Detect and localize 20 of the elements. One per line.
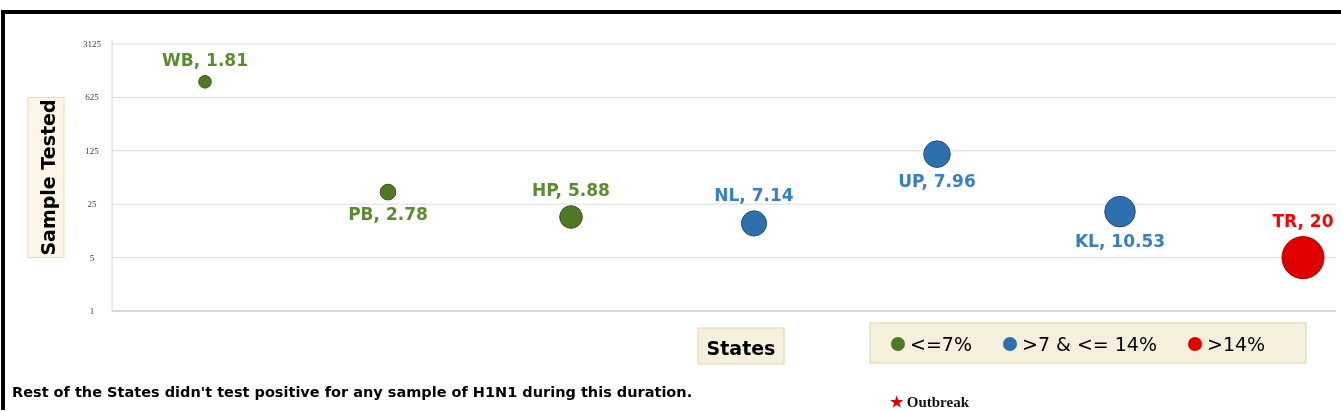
- y-tick-label: 625: [85, 92, 100, 103]
- legend-label: <=7%: [910, 333, 972, 355]
- x-axis-title: States: [706, 337, 776, 359]
- annotation: UP, 7.96: [898, 171, 976, 192]
- legend-label: >7 & <= 14%: [1022, 333, 1158, 355]
- y-tick-label: 3125: [83, 39, 102, 49]
- y-axis-title: Sample Tested: [37, 99, 59, 256]
- text: Rest of the States didn't test positive for any sample of H1N1 during this duration.: [12, 384, 693, 400]
- annotation: KL, 10.53: [1074, 230, 1166, 251]
- annotation: PB, 2.78: [348, 203, 428, 224]
- annotation: NL, 7.14: [714, 184, 794, 205]
- y-tick-label: 1: [89, 306, 95, 316]
- y-tick-label: 5: [89, 252, 95, 263]
- legend-label: >14%: [1207, 333, 1266, 355]
- annotation: WB, 1.81: [161, 49, 249, 70]
- text: ★ Outbreak: [890, 394, 970, 410]
- annotation: HP, 5.88: [532, 179, 610, 200]
- y-tick-label: 125: [85, 145, 100, 156]
- annotation: TR, 20: [1272, 210, 1334, 231]
- y-tick-label: 25: [87, 199, 97, 210]
